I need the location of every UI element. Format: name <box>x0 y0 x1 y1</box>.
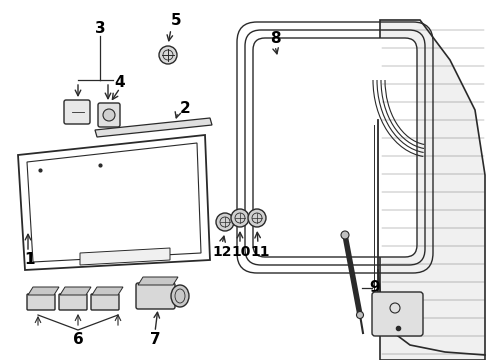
Polygon shape <box>80 248 170 265</box>
Text: 5: 5 <box>170 13 181 27</box>
Text: 10: 10 <box>231 245 250 259</box>
Text: 12: 12 <box>212 245 231 259</box>
Circle shape <box>103 109 115 121</box>
Polygon shape <box>92 287 123 295</box>
Text: 7: 7 <box>149 333 160 347</box>
Circle shape <box>230 209 248 227</box>
Circle shape <box>340 231 348 239</box>
Text: 9: 9 <box>369 280 380 296</box>
Polygon shape <box>95 118 212 137</box>
FancyBboxPatch shape <box>27 294 55 310</box>
FancyBboxPatch shape <box>91 294 119 310</box>
Polygon shape <box>138 277 178 285</box>
Polygon shape <box>379 20 484 360</box>
FancyBboxPatch shape <box>252 38 416 257</box>
Text: 11: 11 <box>250 245 269 259</box>
Circle shape <box>159 46 177 64</box>
FancyBboxPatch shape <box>98 103 120 127</box>
Text: 3: 3 <box>95 21 105 36</box>
Polygon shape <box>60 287 91 295</box>
FancyBboxPatch shape <box>371 292 422 336</box>
Text: 1: 1 <box>25 252 35 267</box>
Text: 2: 2 <box>179 100 190 116</box>
Circle shape <box>216 213 234 231</box>
Polygon shape <box>28 287 59 295</box>
FancyBboxPatch shape <box>59 294 87 310</box>
FancyBboxPatch shape <box>64 100 90 124</box>
Text: 4: 4 <box>115 75 125 90</box>
Text: 8: 8 <box>269 31 280 45</box>
Polygon shape <box>18 135 209 270</box>
Circle shape <box>247 209 265 227</box>
FancyBboxPatch shape <box>136 283 175 309</box>
Circle shape <box>356 311 363 319</box>
Text: 6: 6 <box>73 333 83 347</box>
Ellipse shape <box>171 285 189 307</box>
